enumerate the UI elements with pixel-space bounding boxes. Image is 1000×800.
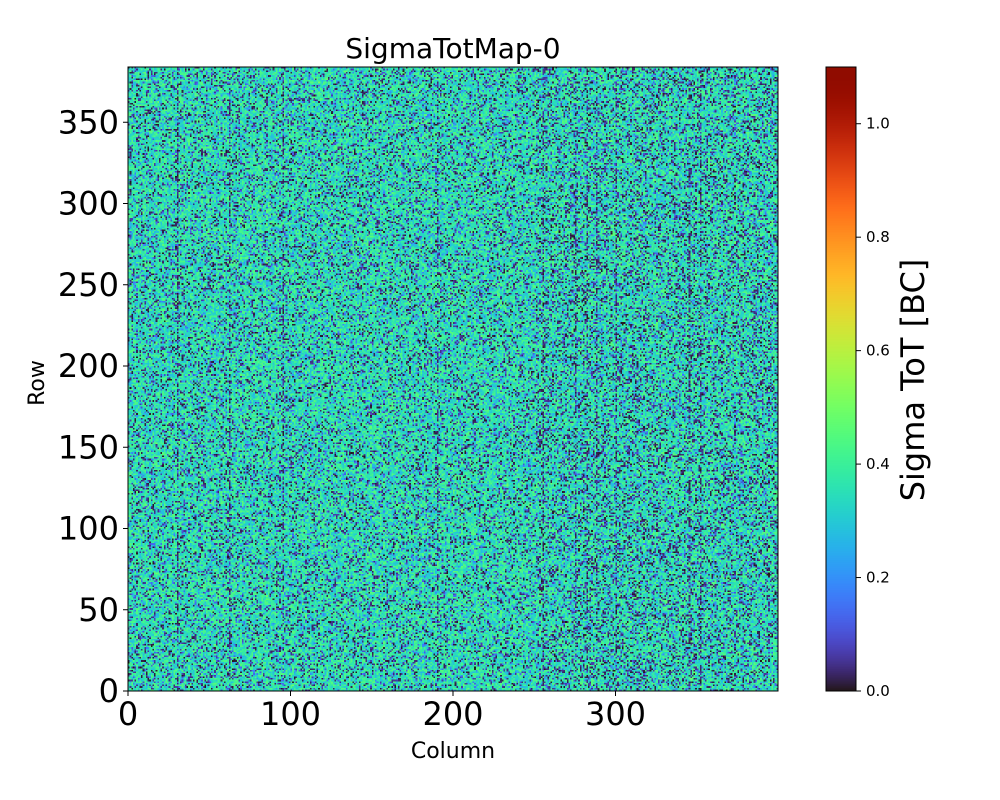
chart-title: SigmaTotMap-0 [345, 32, 560, 65]
colorbar-tick-label: 0.6 [866, 342, 890, 360]
y-tick-label: 200 [58, 347, 119, 385]
colorbar-gradient [826, 67, 856, 691]
colorbar-tick-label: 0.4 [866, 455, 890, 473]
x-tick-label: 300 [585, 695, 646, 733]
x-axis-label: Column [411, 739, 495, 764]
y-axis: 0 50 100 150 200 250 300 350 [58, 103, 128, 710]
y-tick-label: 300 [58, 185, 119, 223]
y-tick-label: 100 [58, 510, 119, 548]
colorbar-tick-label: 0.0 [866, 682, 890, 700]
colorbar-tick-label: 0.2 [866, 569, 890, 587]
x-tick-label: 0 [118, 695, 138, 733]
x-tick-label: 200 [422, 695, 483, 733]
y-axis-label: Row [25, 360, 50, 406]
y-tick-label: 350 [58, 103, 119, 141]
colorbar-tick-label: 1.0 [866, 115, 890, 133]
y-tick-label: 250 [58, 266, 119, 304]
colorbar-axis: 0.0 0.2 0.4 0.6 0.8 1.0 [856, 115, 890, 700]
colorbar-tick-label: 0.8 [866, 228, 890, 246]
colorbar-label: Sigma ToT [BC] [894, 259, 932, 502]
y-tick-label: 150 [58, 428, 119, 466]
x-axis: 0 100 200 300 [118, 691, 646, 733]
y-tick-label: 50 [78, 591, 119, 629]
heatmap-image [128, 67, 778, 691]
y-tick-label: 0 [99, 672, 119, 710]
x-tick-label: 100 [260, 695, 321, 733]
plot-frame [127, 66, 779, 692]
colorbar-frame [825, 66, 857, 692]
